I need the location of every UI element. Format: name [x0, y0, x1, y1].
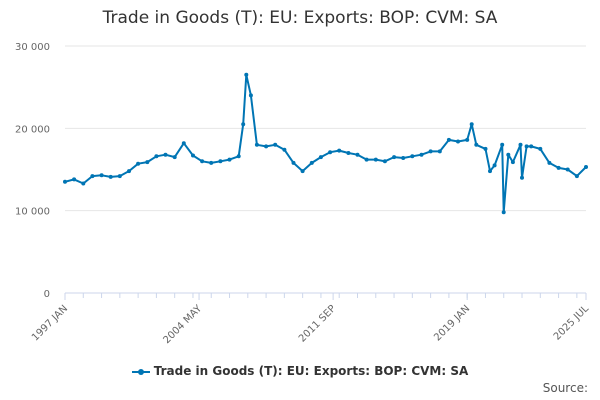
data-point	[401, 156, 406, 160]
data-point	[273, 142, 278, 147]
data-point	[506, 152, 511, 157]
data-point	[218, 159, 223, 164]
credits[interactable]: Source:	[542, 381, 588, 395]
data-point	[337, 148, 342, 153]
grid-layer	[65, 45, 586, 212]
data-point	[529, 144, 534, 149]
data-point	[492, 163, 497, 168]
data-point	[163, 152, 168, 157]
data-point	[154, 154, 159, 159]
data-point	[136, 161, 141, 166]
legend-item-label: Trade in Goods (T): EU: Exports: BOP: CV…	[153, 364, 469, 378]
data-point	[227, 157, 232, 162]
data-point	[456, 139, 460, 144]
data-point	[488, 169, 492, 174]
data-point	[117, 174, 122, 179]
x-axis	[64, 292, 586, 298]
data-point	[500, 142, 505, 147]
data-point	[200, 159, 205, 164]
data-point	[565, 167, 570, 172]
x-tick-label: 2004 MAY	[161, 303, 204, 346]
x-tick-labels: 1997 JAN 2004 MAY 2011 SEP 2019 JAN 2025 JUL	[30, 293, 591, 346]
data-point	[501, 210, 506, 215]
x-tick-label: 2025 JUL	[552, 303, 592, 343]
data-point	[81, 181, 86, 186]
data-point	[518, 142, 523, 147]
data-point	[437, 149, 442, 154]
legend[interactable]: Trade in Goods (T): EU: Exports: BOP: CV…	[0, 364, 600, 378]
data-point	[483, 146, 488, 151]
data-point	[547, 160, 552, 165]
data-point	[72, 177, 77, 182]
data-point	[248, 93, 253, 98]
data-point	[191, 153, 195, 158]
data-point	[318, 155, 323, 160]
y-tick-label: 20 000	[15, 124, 50, 135]
data-point	[510, 160, 515, 165]
data-point	[181, 141, 186, 146]
data-point	[373, 157, 378, 162]
data-point	[172, 155, 177, 160]
data-point	[99, 173, 104, 178]
data-point	[291, 160, 296, 165]
data-point	[469, 122, 474, 127]
data-point	[584, 165, 588, 169]
y-tick-label: 0	[44, 289, 50, 300]
data-point	[241, 122, 246, 127]
data-point	[446, 137, 451, 142]
data-point	[264, 144, 269, 149]
data-point	[127, 169, 131, 174]
data-point	[236, 154, 241, 159]
chart-title: Trade in Goods (T): EU: Exports: BOP: CV…	[102, 8, 498, 28]
data-point	[328, 150, 333, 155]
data-point	[355, 152, 360, 157]
data-point	[244, 72, 249, 77]
data-point	[145, 160, 150, 165]
legend-marker-icon	[131, 367, 150, 377]
x-tick-label: 1997 JAN	[30, 303, 70, 343]
data-point	[556, 165, 561, 170]
data-point	[254, 142, 259, 147]
data-point	[392, 155, 397, 160]
data-point	[364, 157, 369, 162]
data-point	[538, 146, 543, 151]
data-point	[520, 175, 524, 180]
data-point	[108, 174, 113, 179]
x-tick-label: 2019 JAN	[432, 303, 472, 343]
series-layer	[63, 72, 588, 215]
data-point	[428, 149, 433, 154]
data-point	[382, 159, 387, 164]
data-point	[346, 151, 351, 155]
y-axis: 0 10 000 20 000 30 000	[15, 42, 50, 300]
data-point	[63, 179, 67, 184]
series-line	[64, 73, 587, 214]
x-tick-label: 2011 SEP	[297, 303, 338, 344]
y-tick-label: 10 000	[15, 207, 50, 218]
data-point	[419, 152, 424, 157]
data-point	[90, 174, 95, 179]
data-point	[465, 137, 470, 142]
data-point	[474, 142, 479, 147]
data-point	[300, 169, 305, 174]
data-point	[209, 160, 214, 165]
data-point	[282, 147, 287, 152]
data-point	[574, 174, 579, 179]
data-point	[524, 144, 529, 149]
data-point	[309, 160, 314, 165]
data-point	[410, 154, 415, 159]
y-tick-label: 30 000	[15, 42, 50, 53]
